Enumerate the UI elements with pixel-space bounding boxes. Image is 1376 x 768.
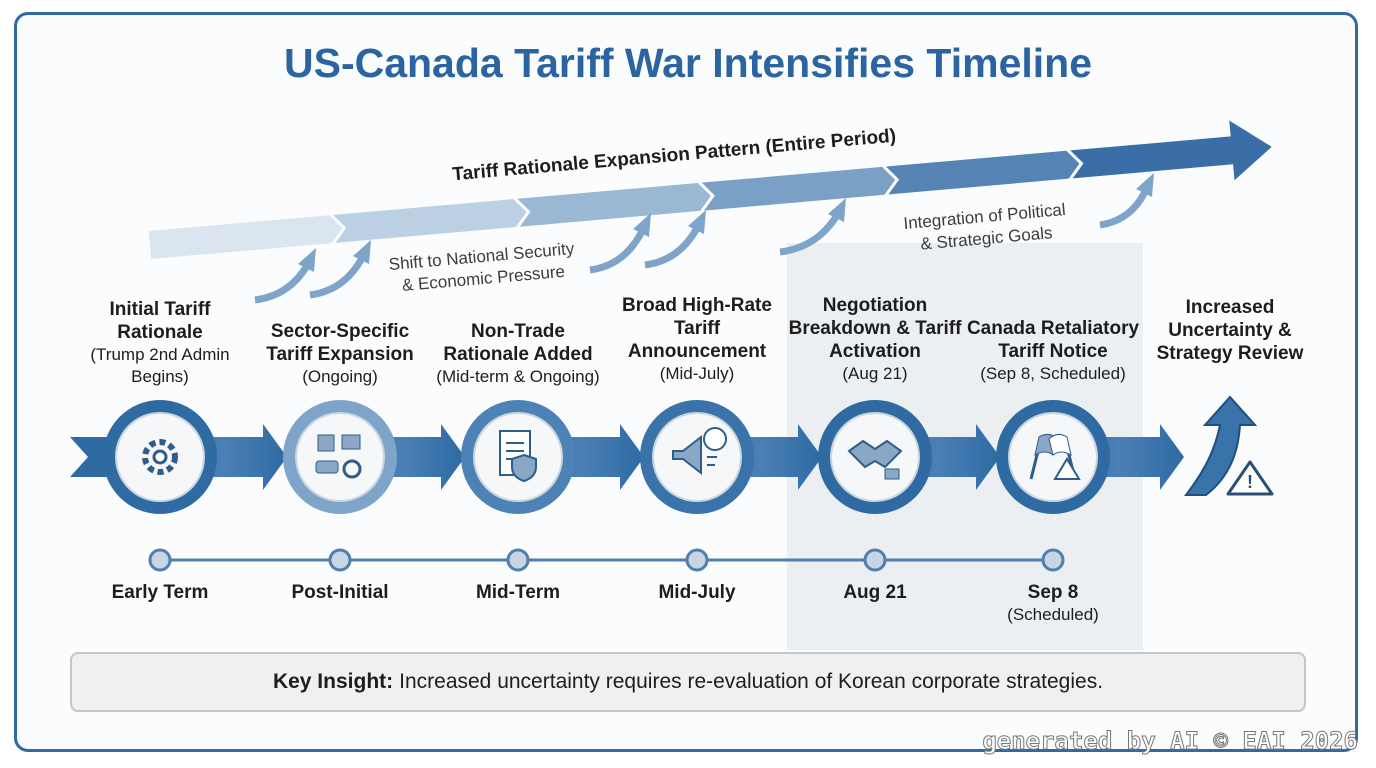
icon [703, 427, 727, 451]
icon [511, 453, 537, 483]
stage-text: Canada Retaliatory Tariff Notice (Sep 8, … [963, 275, 1143, 385]
stage-detail: (Trump 2nd Admin Begins) [90, 345, 230, 386]
stage-text: Initial Tariff Rationale (Trump 2nd Admin… [70, 278, 250, 388]
timeline-dot [148, 548, 172, 572]
stage-detail: (Aug 21) [842, 364, 908, 383]
stage-date: Post-Initial [291, 582, 389, 603]
icon [884, 468, 900, 480]
stage-title: Canada Retaliatory Tariff Notice [966, 318, 1140, 362]
insight-box: Key Insight: Increased uncertainty requir… [70, 652, 1306, 712]
icon [341, 434, 361, 450]
stage-date: Sep 8 [1027, 582, 1079, 603]
icon [152, 449, 168, 465]
svg-text:!: ! [1247, 472, 1253, 492]
icon [1053, 457, 1081, 480]
stage-disc [295, 412, 385, 502]
icon [317, 434, 335, 452]
stage-node [640, 400, 754, 514]
icon [142, 439, 178, 475]
stage-detail: (Sep 8, Scheduled) [980, 364, 1126, 383]
trend-arrow-head [688, 210, 706, 234]
timeline-dot [328, 548, 352, 572]
pattern-segment [885, 150, 1080, 195]
stage-title: Initial Tariff Rationale [109, 299, 211, 343]
stage-title: Sector-Specific Tariff Expansion [266, 321, 414, 365]
pattern-segment [517, 183, 711, 227]
icon [847, 439, 903, 469]
stage-detail: (Mid-July) [659, 364, 735, 383]
trend-arrow-head [633, 213, 651, 237]
stage-node [283, 400, 397, 514]
stage-text: Negotiation Breakdown & Tariff Activatio… [785, 275, 965, 385]
stage-title: Negotiation Breakdown & Tariff Activatio… [788, 295, 962, 362]
trend-arrow-head [1136, 173, 1154, 197]
stage-date: Aug 21 [843, 582, 907, 603]
stage-date: Mid-July [658, 582, 736, 603]
timeline-dot [1041, 548, 1065, 572]
outcome-icon: ! [1183, 395, 1274, 496]
icon [707, 456, 717, 466]
stage-disc [1008, 412, 1098, 502]
icon [342, 459, 362, 479]
pattern-segment [333, 199, 527, 243]
stage-title: Non-Trade Rationale Added [443, 321, 593, 365]
insight-text: Increased uncertainty requires re-evalua… [399, 670, 1104, 693]
stage-text: Non-Trade Rationale Added (Mid-term & Ong… [428, 278, 608, 388]
icon [672, 434, 702, 476]
pattern-segment [1070, 120, 1272, 181]
stage-node [103, 400, 217, 514]
pattern-segment [148, 215, 343, 259]
trend-arrow-head [353, 240, 371, 264]
insight-label: Key Insight: [272, 670, 394, 693]
stage-date: Early Term [111, 582, 209, 603]
icon [1048, 433, 1072, 457]
trend-arrow-head [828, 198, 846, 222]
stage-node [818, 400, 932, 514]
stage-detail: (Ongoing) [302, 367, 378, 386]
stage-title: Broad High-Rate Tariff Announcement [622, 295, 772, 362]
stage-date-note: (Scheduled) [1007, 605, 1099, 624]
stage-node [996, 400, 1110, 514]
stage-detail: (Mid-term & Ongoing) [436, 367, 600, 386]
timeline-dot [506, 548, 530, 572]
pattern-segment [701, 166, 896, 211]
title: US-Canada Tariff War Intensifies Timelin… [283, 40, 1093, 86]
stage-text: Sector-Specific Tariff Expansion (Ongoing… [250, 278, 430, 388]
trend-arrow [589, 223, 649, 274]
outcome-title: Increased Uncertainty & Strategy Review [1156, 297, 1304, 364]
watermark: generated by AI © EAI 2026 [982, 727, 1359, 756]
outcome: Increased Uncertainty & Strategy Review [1140, 255, 1320, 365]
timeline-dot [863, 548, 887, 572]
trend-arrow [644, 220, 704, 269]
timeline-dot [685, 548, 709, 572]
stage-date: Mid-Term [475, 582, 561, 603]
trend-arrow-head [298, 248, 316, 272]
stage-node [461, 400, 575, 514]
icon [315, 460, 339, 474]
stage-text: Broad High-Rate Tariff Announcement (Mid-… [607, 275, 787, 385]
